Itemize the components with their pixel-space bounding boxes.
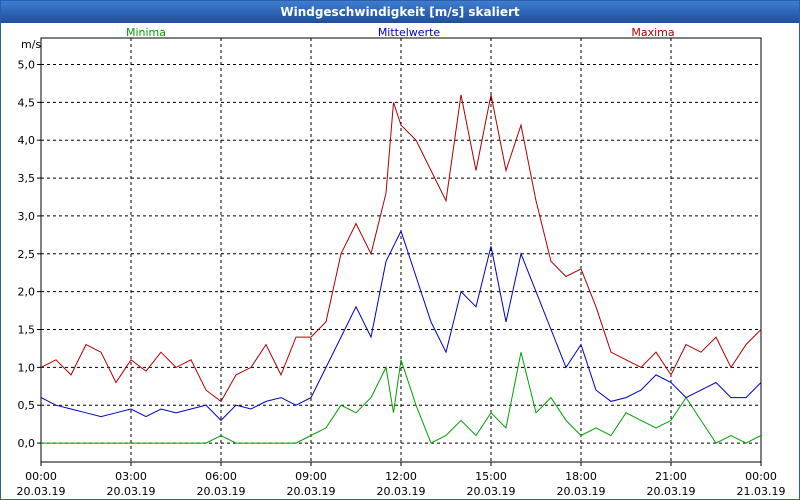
x-tick-time: 00:00: [745, 470, 777, 483]
x-tick-time: 12:00: [385, 470, 417, 483]
window-title: Windgeschwindigkeit [m/s] skaliert: [1, 1, 799, 23]
y-tick-label: 1,5: [18, 324, 36, 337]
y-tick-label: 2,5: [18, 248, 36, 261]
y-tick-label: 1,0: [18, 361, 36, 374]
x-tick-date: 20.03.19: [647, 485, 696, 498]
legend-maxima: Maxima: [631, 26, 674, 39]
x-tick-date: 21.03.19: [737, 485, 786, 498]
x-tick-date: 20.03.19: [197, 485, 246, 498]
y-axis-unit: m/s: [21, 38, 41, 51]
x-tick-date: 20.03.19: [467, 485, 516, 498]
wind-speed-chart: m/s 0,0 0,5 1,0 1,5 2,0 2,5 3,0 3,5 4,0 4,5 5,0 00…: [17, 26, 786, 498]
legend-mittelwerte: Mittelwerte: [378, 26, 441, 39]
x-tick-time: 18:00: [565, 470, 597, 483]
y-tick-label: 3,0: [18, 210, 36, 223]
legend: Minima Mittelwerte Maxima: [126, 26, 675, 39]
series-lines: [40, 94, 762, 444]
grid: [41, 38, 761, 462]
legend-minima: Minima: [126, 26, 166, 39]
y-tick-label: 4,0: [18, 134, 36, 147]
x-tick-time: 06:00: [205, 470, 237, 483]
y-tick-label: 3,5: [18, 172, 36, 185]
y-tick-label: 0,5: [18, 399, 36, 412]
series-line-mittelwerte: [40, 229, 762, 422]
y-tick-label: 5,0: [18, 59, 36, 72]
y-tick-label: 4,5: [18, 96, 36, 109]
x-tick-date: 20.03.19: [287, 485, 336, 498]
x-tick-time: 03:00: [115, 470, 147, 483]
x-tick-date: 20.03.19: [107, 485, 156, 498]
x-tick-date: 20.03.19: [17, 485, 66, 498]
series-line-minima: [41, 352, 762, 444]
x-tick-time: 15:00: [475, 470, 507, 483]
y-axis-ticks: 0,0 0,5 1,0 1,5 2,0 2,5 3,0 3,5 4,0 4,5 5,0: [18, 59, 41, 450]
x-tick-time: 21:00: [655, 470, 687, 483]
x-tick-time: 00:00: [25, 470, 57, 483]
x-tick-time: 09:00: [295, 470, 327, 483]
y-tick-label: 2,0: [18, 286, 36, 299]
y-tick-label: 0,0: [18, 437, 36, 450]
x-tick-date: 20.03.19: [377, 485, 426, 498]
x-tick-date: 20.03.19: [557, 485, 606, 498]
x-axis-ticks: 00:00 20.03.19 03:00 20.03.19 06:00 20.03.19 0…: [17, 462, 786, 498]
series-line-maxima: [40, 94, 762, 403]
